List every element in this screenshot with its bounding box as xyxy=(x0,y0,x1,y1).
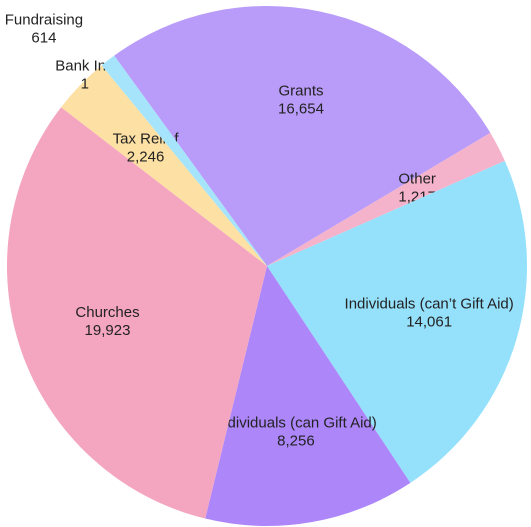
slice-value: 614 xyxy=(31,30,56,47)
slice-value: 14,061 xyxy=(406,314,452,331)
slice-label: Individuals (can Gift Aid) xyxy=(215,414,377,431)
slice-value: 16,654 xyxy=(278,100,324,117)
pie-slice xyxy=(267,132,505,266)
pie-slice xyxy=(101,55,267,267)
slice-label: Fundraising xyxy=(5,12,83,29)
slice-label: Bank Int. xyxy=(55,57,114,74)
slice-value: 8,256 xyxy=(277,432,315,449)
slice-value: 1 xyxy=(81,75,89,92)
slice-label: Individuals (can’t Gift Aid) xyxy=(345,296,514,313)
pie-slice xyxy=(61,65,268,266)
pie-slice xyxy=(205,266,411,526)
slice-value: 19,923 xyxy=(85,322,131,339)
slice-label: Other xyxy=(398,170,436,187)
slice-label: Grants xyxy=(278,82,323,99)
pie-slice xyxy=(114,5,491,266)
pie-slice xyxy=(7,107,267,519)
pie-slice xyxy=(267,160,527,483)
slice-value: 2,246 xyxy=(127,148,165,165)
slice-label: Churches xyxy=(75,304,139,321)
pie-slice xyxy=(101,65,267,266)
